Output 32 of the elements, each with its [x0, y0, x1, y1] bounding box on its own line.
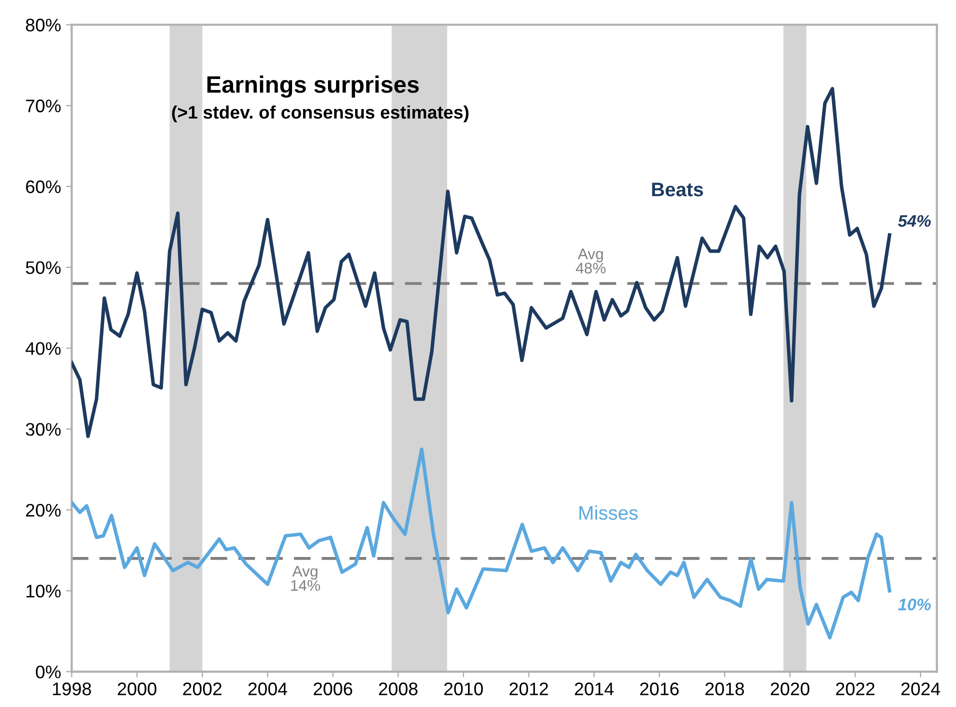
x-tick-label: 2006 — [314, 682, 352, 696]
x-tick-label: 2016 — [640, 682, 679, 696]
series-label: Misses — [579, 506, 638, 520]
line-series — [72, 448, 892, 640]
text: Earnings surprises — [207, 76, 419, 98]
y-tick-label: 80% — [26, 18, 61, 32]
y-tick-label: 20% — [26, 504, 61, 517]
y-tick-label: 70% — [26, 100, 61, 112]
x-tick-label: 2000 — [118, 682, 156, 696]
annotation: 54% — [898, 215, 931, 227]
x-tick-label: 2004 — [248, 682, 288, 696]
text: (>1 stdev. of consensus estimates) — [172, 105, 468, 122]
x-tick-label: 2002 — [183, 682, 222, 696]
x-tick-label: 1998 — [52, 682, 91, 696]
y-tick-label: 0% — [36, 666, 61, 678]
x-tick-label: 2020 — [770, 682, 810, 696]
x-tick-label: 2022 — [836, 682, 874, 696]
x-tick-label: 2024 — [901, 682, 940, 696]
y-tick-label: 50% — [26, 261, 61, 274]
x-tick-label: 2018 — [705, 682, 744, 696]
y-tick-label: 60% — [26, 180, 61, 194]
annotation: 10% — [898, 598, 931, 610]
x-tick-label: 2012 — [510, 682, 548, 696]
y-tick-label: 10% — [26, 584, 61, 598]
y-tick-label: 40% — [26, 342, 61, 355]
series-label: Beats — [652, 182, 704, 196]
ref-line-label: Avg 14% — [291, 566, 320, 591]
x-tick-label: 2010 — [444, 682, 483, 696]
x-tick-label: 2008 — [379, 682, 418, 696]
y-tick-label: 30% — [26, 422, 61, 436]
ref-line-label: Avg 48% — [576, 248, 606, 274]
x-tick-label: 2014 — [574, 682, 614, 696]
